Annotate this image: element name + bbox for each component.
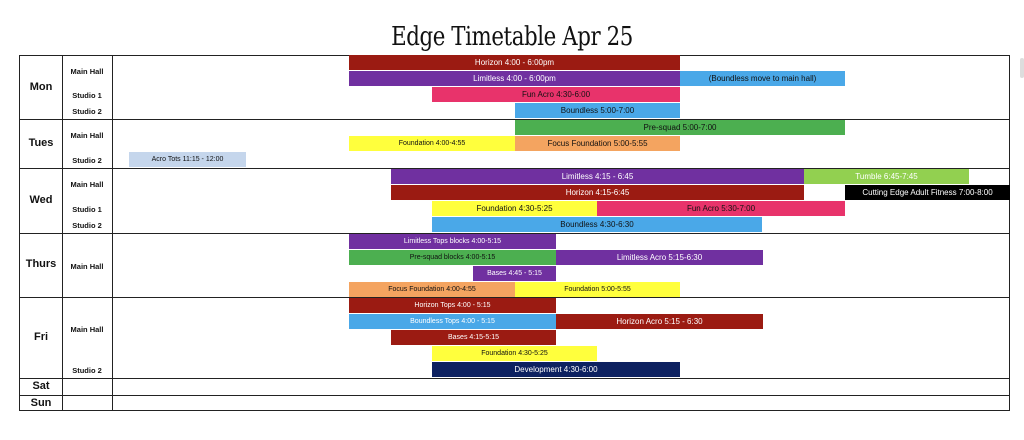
class-block-focus-foundation[interactable]: Focus Foundation 5:00-5:55 (515, 136, 680, 151)
day-label-tues: Tues (28, 137, 54, 149)
row-divider-mon (19, 119, 1010, 120)
class-block-presquad[interactable]: Pre-squad 5:00-7:00 (515, 120, 845, 135)
room-label-main-hall: Main Hall (70, 325, 104, 334)
class-block-foundation[interactable]: Foundation 4:30-5:25 (432, 201, 597, 216)
day-label-wed: Wed (29, 194, 53, 206)
room-label-main-hall: Main Hall (70, 180, 104, 189)
class-block-foundation[interactable]: Foundation 5:00-5:55 (515, 282, 680, 297)
class-block-horizon[interactable]: Horizon 4:15-6:45 (391, 185, 804, 200)
class-block-fun-acro[interactable]: Fun Acro 4:30-6:00 (432, 87, 680, 102)
row-divider-thurs (19, 297, 1010, 298)
room-label-studio-2: Studio 2 (72, 366, 102, 375)
class-block-presquad-blocks[interactable]: Pre-squad blocks 4:00-5:15 (349, 250, 556, 265)
class-block-focus-foundation[interactable]: Focus Foundation 4:00-4:55 (349, 282, 515, 297)
class-block-boundless[interactable]: Boundless 4:30-6:30 (432, 217, 762, 232)
day-label-thurs: Thurs (25, 258, 57, 270)
class-block-tumble[interactable]: Tumble 6:45-7:45 (804, 169, 969, 184)
room-label-main-hall: Main Hall (70, 131, 104, 140)
class-block-foundation[interactable]: Foundation 4:00-4:55 (349, 136, 515, 151)
day-label-mon: Mon (29, 81, 53, 93)
class-block-boundless[interactable]: Boundless 5:00-7:00 (515, 103, 680, 118)
class-block-limitless[interactable]: Limitless 4:00 - 6:00pm (349, 71, 680, 86)
class-block-limitless-tops[interactable]: Limitless Tops blocks 4:00-5:15 (349, 234, 556, 249)
room-label-studio-1: Studio 1 (72, 91, 102, 100)
class-block-horizon[interactable]: Horizon 4:00 - 6:00pm (349, 55, 680, 70)
class-block-bases[interactable]: Bases 4:45 - 5:15 (473, 266, 556, 281)
class-block-boundless-note[interactable]: (Boundless move to main hall) (680, 71, 845, 86)
class-block-adult-fitness[interactable]: Cutting Edge Adult Fitness 7:00-8:00 (845, 185, 1010, 200)
room-label-studio-1: Studio 1 (72, 205, 102, 214)
class-block-limitless[interactable]: Limitless 4:15 - 6:45 (391, 169, 804, 184)
room-label-main-hall: Main Hall (70, 67, 104, 76)
row-divider-fri (19, 378, 1010, 379)
class-block-limitless-acro[interactable]: Limitless Acro 5:15-6:30 (556, 250, 763, 265)
row-divider-sat (19, 395, 1010, 396)
row-divider-wed (19, 233, 1010, 234)
room-label-studio-2: Studio 2 (72, 107, 102, 116)
class-block-acro-tots[interactable]: Acro Tots 11:15 - 12:00 (129, 152, 246, 167)
timetable-title: Edge Timetable Apr 25 (391, 22, 633, 52)
room-label-studio-2: Studio 2 (72, 221, 102, 230)
room-label-main-hall: Main Hall (70, 262, 104, 271)
day-label-sat: Sat (32, 380, 50, 392)
class-block-bases[interactable]: Bases 4:15-5:15 (391, 330, 556, 345)
class-block-horizon-tops[interactable]: Horizon Tops 4:00 - 5:15 (349, 298, 556, 313)
class-block-development[interactable]: Development 4:30-6:00 (432, 362, 680, 377)
room-label-studio-2: Studio 2 (72, 156, 102, 165)
class-block-foundation[interactable]: Foundation 4:30-5:25 (432, 346, 597, 361)
day-label-fri: Fri (33, 331, 49, 343)
class-block-fun-acro[interactable]: Fun Acro 5:30-7:00 (597, 201, 845, 216)
class-block-horizon-acro[interactable]: Horizon Acro 5:15 - 6:30 (556, 314, 763, 329)
row-divider-tues (19, 168, 1010, 169)
class-block-boundless-tops[interactable]: Boundless Tops 4:00 - 5:15 (349, 314, 556, 329)
day-label-sun: Sun (30, 397, 52, 409)
scroll-handle[interactable] (1020, 58, 1024, 78)
